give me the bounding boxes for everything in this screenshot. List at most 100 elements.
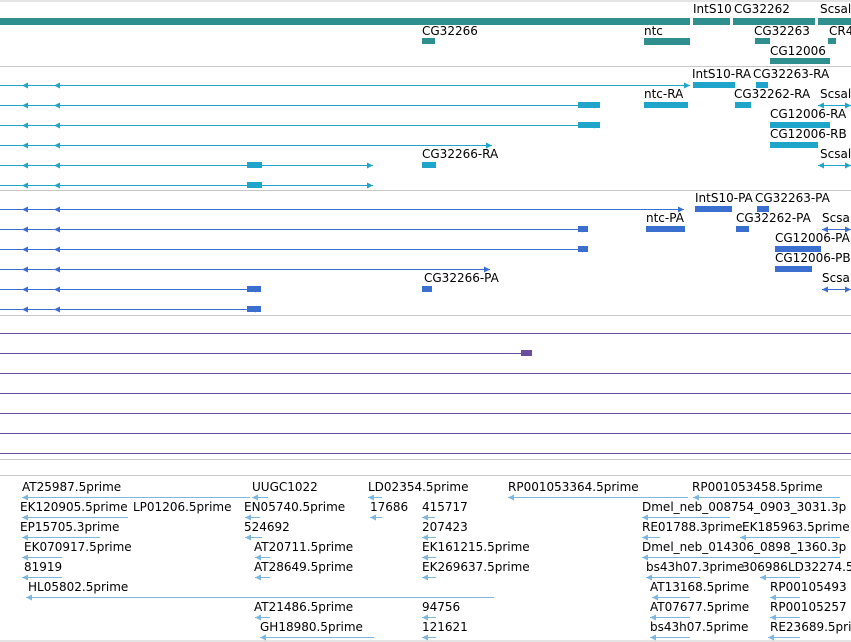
feature-label[interactable]: AT28649.5prime bbox=[254, 560, 353, 574]
feature-tx-line-3[interactable] bbox=[0, 125, 600, 126]
feature-label[interactable]: CG12006 bbox=[770, 44, 826, 58]
feature-est-29[interactable] bbox=[422, 617, 436, 618]
feature-est-33[interactable] bbox=[422, 637, 436, 638]
feature-label[interactable]: IntS10-PA bbox=[695, 191, 754, 205]
feature-label[interactable]: AT21486.5prime bbox=[254, 600, 353, 614]
feature-est-30[interactable] bbox=[650, 617, 690, 618]
feature-label[interactable]: bs43h07.3prime bbox=[646, 560, 744, 574]
feature-label[interactable]: EP15705.3prime bbox=[20, 520, 119, 534]
feature-label[interactable]: AT25987.5prime bbox=[22, 480, 121, 494]
feature-est-2[interactable] bbox=[252, 497, 268, 498]
feature-tx-exon-3a[interactable] bbox=[578, 122, 600, 128]
feature-ot-line-3[interactable] bbox=[0, 373, 851, 374]
feature-tx-CG32266-RA[interactable] bbox=[422, 162, 436, 168]
feature-tx-line-1[interactable] bbox=[0, 85, 690, 86]
feature-label[interactable]: RP00105257 bbox=[770, 600, 847, 614]
feature-est-5[interactable] bbox=[693, 497, 840, 498]
feature-label[interactable]: EK185963.5prime bbox=[742, 520, 850, 534]
feature-est-10[interactable] bbox=[642, 517, 730, 518]
feature-label[interactable]: CG12006-PB bbox=[775, 251, 851, 265]
feature-est-18[interactable] bbox=[422, 557, 436, 558]
feature-pr-IntS10-PA[interactable] bbox=[695, 206, 732, 212]
feature-label[interactable]: CG32266-RA bbox=[422, 147, 499, 161]
feature-pr-CG32263-PA[interactable] bbox=[757, 206, 769, 212]
feature-label[interactable]: CG32262 bbox=[734, 2, 790, 16]
feature-label[interactable]: Scsal bbox=[822, 271, 851, 285]
feature-label[interactable]: IntS10-RA bbox=[692, 67, 752, 81]
feature-est-24[interactable] bbox=[760, 577, 800, 578]
feature-ot-line-5[interactable] bbox=[0, 413, 851, 414]
feature-label[interactable]: CG32266 bbox=[422, 24, 478, 38]
feature-tx-Scsalp-line-2[interactable] bbox=[818, 165, 851, 166]
feature-tx-IntS10-RA[interactable] bbox=[693, 82, 735, 88]
feature-label[interactable]: ntc bbox=[644, 24, 663, 38]
feature-est-11[interactable] bbox=[22, 537, 100, 538]
feature-tx-line-6[interactable] bbox=[0, 185, 373, 186]
feature-label[interactable]: CG12006-RB bbox=[770, 127, 847, 141]
feature-label[interactable]: EK070917.5prime bbox=[24, 540, 132, 554]
feature-ot-line-1[interactable] bbox=[0, 333, 851, 334]
feature-label[interactable]: 17686 bbox=[370, 500, 408, 514]
feature-tx-Scsalp-line-1[interactable] bbox=[818, 105, 851, 106]
feature-label[interactable]: GH18980.5prime bbox=[260, 620, 363, 634]
feature-label[interactable]: Dmel_neb_008754_0903_3031.3p bbox=[642, 500, 846, 514]
feature-tx-exon-5a[interactable] bbox=[247, 162, 262, 168]
feature-pr-exon-3[interactable] bbox=[247, 286, 261, 292]
feature-pr-ntc-PA[interactable] bbox=[646, 226, 685, 232]
feature-label[interactable]: CG32266-PA bbox=[424, 271, 500, 285]
feature-pr-line-6[interactable] bbox=[0, 309, 261, 310]
feature-label[interactable]: Scsal bbox=[822, 211, 851, 225]
feature-tx-CG12006-RA[interactable] bbox=[770, 122, 830, 128]
feature-est-14[interactable] bbox=[642, 537, 660, 538]
feature-label[interactable]: RE01788.3prime bbox=[642, 520, 743, 534]
feature-label[interactable]: ntc-PA bbox=[646, 211, 685, 225]
feature-label[interactable]: CG32262-PA bbox=[736, 211, 812, 225]
feature-label[interactable]: RE23689.5pri bbox=[770, 620, 851, 634]
feature-label[interactable]: ntc-RA bbox=[644, 87, 684, 101]
feature-label[interactable]: HL05802.5prime bbox=[28, 580, 128, 594]
feature-label[interactable]: AT13168.5prime bbox=[650, 580, 749, 594]
feature-est-25[interactable] bbox=[26, 597, 494, 598]
feature-gene-Scsalpha[interactable] bbox=[818, 18, 851, 25]
feature-label[interactable]: RP001053364.5prime bbox=[508, 480, 639, 494]
feature-gene-CG32262[interactable] bbox=[733, 18, 815, 25]
feature-label[interactable]: 207423 bbox=[422, 520, 468, 534]
feature-label[interactable]: EK120905.5prime bbox=[20, 500, 128, 514]
feature-label[interactable]: CR4 bbox=[829, 24, 851, 38]
feature-label[interactable]: 415717 bbox=[422, 500, 468, 514]
feature-est-7[interactable] bbox=[245, 517, 260, 518]
feature-pr-line-5[interactable] bbox=[0, 289, 261, 290]
feature-label[interactable]: 524692 bbox=[244, 520, 290, 534]
feature-pr-CG32262-PA[interactable] bbox=[736, 226, 749, 232]
feature-label[interactable]: EN05740.5prime bbox=[244, 500, 345, 514]
feature-tx-exon-2a[interactable] bbox=[578, 102, 600, 108]
feature-pr-line-3[interactable] bbox=[0, 249, 588, 250]
feature-label[interactable]: UUGC1022 bbox=[252, 480, 318, 494]
feature-tx-ntc-RA[interactable] bbox=[644, 102, 688, 108]
feature-est-31[interactable] bbox=[770, 617, 800, 618]
feature-label[interactable]: LD32274.5 bbox=[788, 560, 851, 574]
feature-tx-CG12006-RB[interactable] bbox=[770, 142, 818, 148]
feature-pr-exon-4[interactable] bbox=[247, 306, 261, 312]
feature-est-3[interactable] bbox=[368, 497, 382, 498]
feature-est-27[interactable] bbox=[770, 597, 800, 598]
feature-pr-exon-2[interactable] bbox=[578, 246, 588, 252]
feature-est-35[interactable] bbox=[768, 637, 800, 638]
feature-est-4[interactable] bbox=[508, 497, 688, 498]
feature-gene-CR4[interactable] bbox=[828, 38, 836, 44]
feature-label[interactable]: AT07677.5prime bbox=[650, 600, 749, 614]
feature-tx-exon-6a[interactable] bbox=[247, 182, 262, 188]
feature-pr-CG12006-PB[interactable] bbox=[775, 266, 812, 272]
feature-label[interactable]: CG32263-RA bbox=[753, 67, 830, 81]
feature-ot-exon-1[interactable] bbox=[521, 350, 532, 356]
feature-pr-CG32266-PA[interactable] bbox=[422, 286, 432, 292]
feature-label[interactable]: EK161215.5prime bbox=[422, 540, 530, 554]
feature-ot-line-4[interactable] bbox=[0, 393, 851, 394]
feature-est-28[interactable] bbox=[255, 617, 270, 618]
feature-gene-bar-main[interactable] bbox=[0, 18, 690, 25]
feature-ot-line-7[interactable] bbox=[0, 453, 851, 454]
feature-label[interactable]: Scsalp bbox=[820, 147, 851, 161]
feature-label[interactable]: LD02354.5prime bbox=[368, 480, 469, 494]
feature-label[interactable]: CG12006-PA bbox=[775, 231, 851, 245]
feature-est-23[interactable] bbox=[646, 577, 700, 578]
